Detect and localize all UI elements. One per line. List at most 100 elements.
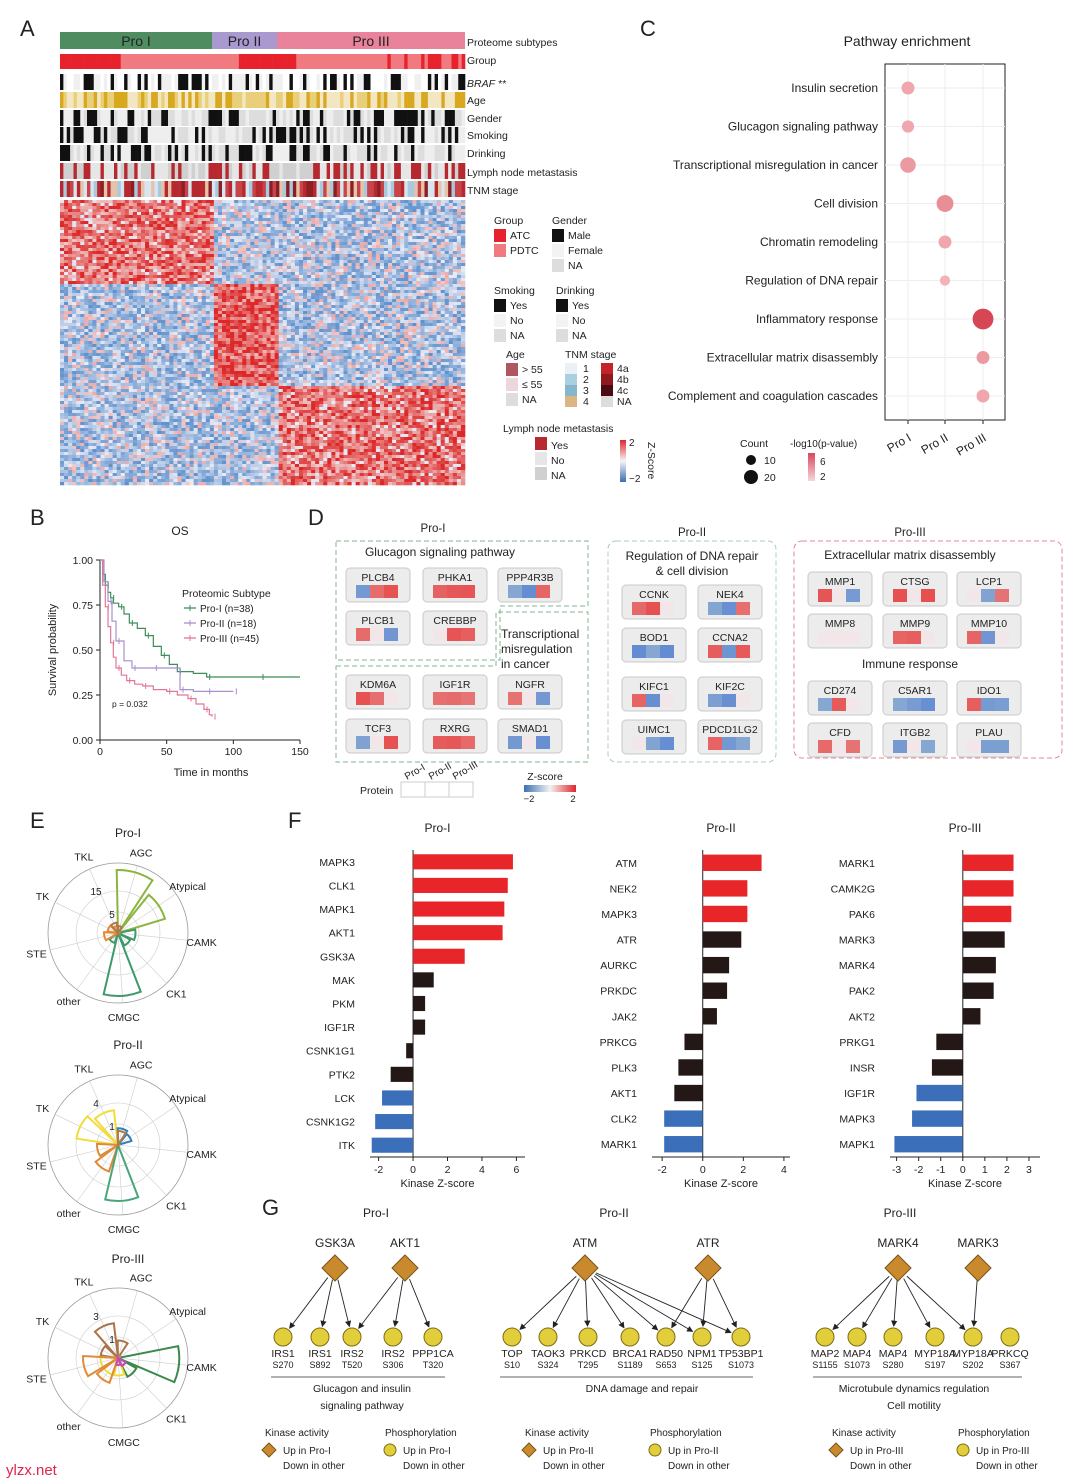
radar-petal-s3-5 [112, 1354, 126, 1377]
category-label-MAPK3: MAPK3 [319, 857, 355, 869]
gene-name: CTSG [900, 576, 929, 588]
heatmap-cells [60, 200, 466, 486]
gene-heat-cell [832, 631, 846, 644]
y-tick-label-1: 0.25 [73, 690, 94, 702]
pathway-label-0: Insulin secretion [791, 81, 878, 95]
box-transcriptional [335, 611, 589, 763]
z-legend-high: 2 [570, 794, 575, 805]
legend-phos-title: Phosphorylation [650, 1428, 722, 1439]
bar-GSK3A [413, 948, 465, 964]
bar-AKT1 [413, 925, 503, 941]
gene-CFD: CFD [807, 722, 873, 758]
zscore-colorbar [620, 440, 626, 482]
substrate-node-0 [815, 1327, 835, 1347]
substrate-site-3: S197 [924, 1360, 945, 1370]
panel-c-pathway-enrichment: Pathway enrichment Insulin secretion Gluca… [668, 33, 1006, 484]
annotation-track-5 [60, 127, 466, 143]
substrate-site-4: T320 [423, 1360, 444, 1370]
box-ecm [793, 540, 1063, 759]
radar-ring-label-outer: 3 [93, 1312, 99, 1323]
edge-1 [862, 1278, 893, 1329]
gene-heat-cell [818, 698, 832, 711]
gene-heat-cell [356, 736, 370, 749]
kinase-bar-chart-Pro-III: Pro-III -3 -2 -1 0 1 2 3 Kinase Z-score MARK1 CAMK… [831, 821, 1040, 1190]
category-label-CSNK1G2: CSNK1G2 [306, 1117, 355, 1129]
gene-heat-cell [722, 694, 736, 707]
substrate-name-1: TAOK3 [531, 1348, 565, 1360]
gene-name: MMP9 [900, 618, 930, 630]
gene-CD274: CD274 [807, 680, 873, 716]
radar-ring-label-outer: 15 [90, 887, 102, 898]
y-axis-label: Survival probability [47, 603, 59, 696]
gene-heat-cell [921, 589, 935, 602]
legend-age-item-0: > 55 [522, 364, 543, 376]
category-label-CLK1: CLK1 [329, 880, 355, 892]
gene-heat-cell [536, 736, 550, 749]
legend-tnm-item-r3: NA [617, 396, 632, 408]
edge-4 [593, 1275, 659, 1331]
panel-d-protein-boxes: Pro-I Glucagon signaling pathway PLCB4 PHKA… [335, 523, 1063, 805]
radar-axis-label-4: CK1 [166, 1200, 187, 1212]
km-curve-3 [100, 559, 213, 717]
bar-MARK1 [962, 854, 1014, 871]
substrate-name-0: IRS1 [271, 1348, 295, 1360]
substrate-site-4: S202 [962, 1360, 983, 1370]
substrate-name-3: IRS2 [381, 1348, 405, 1360]
count-legend-dot-10 [746, 455, 756, 465]
gene-heat-cell [981, 698, 995, 711]
pvalue-legend-title: -log10(p-value) [790, 439, 857, 450]
protein-legend-cell-1 [424, 781, 450, 798]
radar-axis-label-6: other [57, 1208, 81, 1220]
x-tick-label-3: 4 [479, 1164, 485, 1176]
radar-spoke-3 [117, 1357, 188, 1366]
category-label-PLK3: PLK3 [611, 1062, 637, 1074]
gene-name: NEK4 [716, 589, 744, 601]
gene-heat-cell [981, 631, 995, 644]
edge-5 [409, 1278, 430, 1328]
radar-spoke-6 [76, 1357, 119, 1415]
kinase-node-MARK4 [884, 1254, 912, 1282]
gene-heat-cell [384, 692, 398, 705]
gene-heat-cell [356, 692, 370, 705]
kinase-label-AKT1: AKT1 [390, 1236, 420, 1250]
legend-phos-down: Down in other [976, 1461, 1038, 1472]
gene-heat-cell [646, 694, 660, 707]
pathway-label-6: Inflammatory response [756, 312, 878, 326]
annotation-track-4 [60, 110, 466, 126]
radar-petal-s2-6 [108, 930, 120, 945]
gene-heat-cell [632, 602, 646, 615]
legend-smoking-item-1: No [510, 315, 524, 327]
category-label-MAPK3: MAPK3 [601, 909, 637, 921]
substrate-site-1: S324 [537, 1360, 558, 1370]
x-tick-label-0: -2 [657, 1164, 666, 1176]
edge-2 [891, 1279, 898, 1327]
legend-group-swatch-0 [494, 229, 506, 242]
radar-petal-s4-6 [95, 1355, 120, 1385]
radar-petal-s3-8 [106, 924, 122, 935]
bar-INSR [931, 1059, 963, 1076]
legend-phos-title: Phosphorylation [385, 1428, 457, 1439]
edge-5 [971, 1279, 978, 1327]
box-title-transcriptional-0: Transcriptional [501, 627, 579, 641]
legend-tnm-swatch-r3 [601, 396, 613, 407]
legend-lnm-swatch-2 [535, 467, 547, 480]
radar-petal-s1-1 [115, 869, 154, 937]
legend-tnm-swatch-r0 [601, 363, 613, 374]
subtype-bar-2 [212, 32, 277, 49]
gene-heat-cell [384, 736, 398, 749]
gene-heat-cell [632, 645, 646, 658]
count-legend-tick-20: 20 [764, 472, 776, 484]
legend-age-swatch-2 [506, 393, 518, 406]
legend-gender-swatch-2 [552, 259, 564, 272]
radar-spoke-0 [89, 868, 119, 934]
box-title-ecm: Extracellular matrix disassembly [824, 548, 995, 562]
edge-0 [289, 1277, 329, 1329]
radar-axis-label-2: Atypical [169, 1093, 206, 1105]
gene-heat-cell [736, 645, 750, 658]
legend-phos-down: Down in other [403, 1461, 465, 1472]
gene-heat-cell [508, 692, 522, 705]
p-value-label: p = 0.032 [112, 699, 148, 709]
gene-name: C5AR1 [898, 685, 932, 697]
x-axis-label: Kinase Z-score [928, 1178, 1002, 1190]
x-tick-label-1: -2 [914, 1164, 923, 1176]
